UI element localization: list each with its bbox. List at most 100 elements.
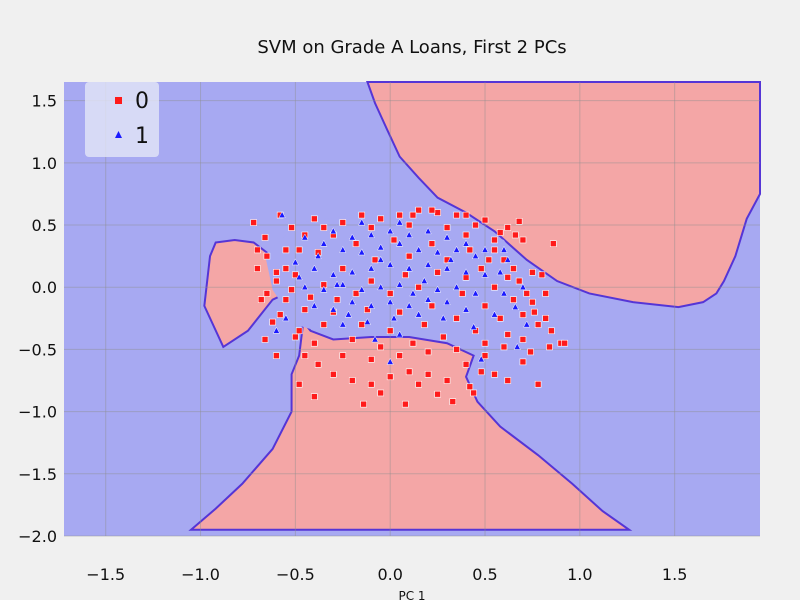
- point-class-0: [396, 211, 403, 219]
- point-class-0: [549, 240, 557, 247]
- point-class-0: [515, 218, 523, 225]
- point-class-0: [358, 211, 366, 219]
- point-class-1: [471, 252, 480, 259]
- point-class-0: [364, 306, 371, 313]
- point-class-0: [386, 290, 394, 297]
- point-class-0: [295, 327, 303, 335]
- point-class-1: [344, 310, 353, 318]
- point-class-0: [415, 206, 422, 214]
- point-class-0: [548, 327, 555, 335]
- point-class-1: [511, 303, 519, 310]
- point-class-1: [415, 245, 423, 253]
- point-class-0: [534, 380, 542, 388]
- y-tick-label: −2.0: [18, 527, 57, 546]
- point-class-0: [434, 209, 441, 216]
- point-class-1: [333, 280, 341, 288]
- point-class-0: [295, 246, 303, 254]
- point-class-1: [420, 276, 428, 284]
- x-tick-label: −1.5: [86, 565, 125, 584]
- point-class-1: [481, 270, 489, 278]
- point-class-0: [261, 336, 269, 343]
- point-class-1: [409, 289, 417, 297]
- point-class-1: [320, 239, 328, 247]
- point-class-0: [301, 352, 309, 359]
- x-tick-label: 1.0: [567, 565, 592, 584]
- point-class-0: [527, 348, 534, 356]
- point-class-0: [491, 371, 498, 378]
- point-class-1: [396, 239, 404, 247]
- y-tick-label: 0.5: [32, 216, 57, 235]
- point-class-0: [367, 224, 375, 231]
- point-class-0: [282, 296, 290, 303]
- point-class-0: [421, 321, 428, 328]
- legend-marker-1: [115, 131, 122, 138]
- point-class-0: [314, 361, 322, 368]
- point-class-1: [367, 264, 375, 272]
- point-class-1: [295, 273, 303, 281]
- point-class-0: [458, 290, 466, 297]
- x-tick-label: 0.5: [472, 565, 497, 584]
- point-class-0: [358, 321, 366, 328]
- point-class-0: [519, 358, 527, 366]
- point-class-0: [504, 331, 512, 338]
- point-class-1: [462, 305, 470, 313]
- point-class-1: [443, 298, 451, 306]
- point-class-0: [257, 296, 265, 303]
- point-class-1: [310, 264, 318, 272]
- point-class-0: [546, 343, 553, 351]
- point-class-1: [329, 227, 337, 235]
- point-class-0: [311, 215, 318, 223]
- point-class-0: [396, 352, 403, 359]
- point-class-0: [443, 224, 451, 231]
- point-class-1: [348, 298, 356, 306]
- point-class-0: [561, 339, 568, 347]
- point-class-0: [481, 339, 489, 347]
- point-class-0: [276, 311, 284, 318]
- y-tick-label: −1.5: [18, 465, 57, 484]
- point-class-0: [424, 371, 432, 378]
- point-class-1: [363, 318, 372, 325]
- y-tick-label: 0.0: [32, 278, 57, 297]
- point-class-0: [292, 333, 299, 341]
- point-class-0: [466, 246, 474, 254]
- point-class-0: [481, 352, 489, 359]
- point-class-0: [485, 256, 493, 264]
- point-class-0: [519, 336, 527, 343]
- point-class-1: [477, 355, 485, 363]
- point-class-0: [466, 383, 474, 391]
- x-axis-ticks: −1.5 −1.0 −0.5 0.0 0.5 1.0 1.5: [86, 565, 687, 584]
- point-class-1: [500, 289, 508, 297]
- point-class-0: [434, 390, 441, 398]
- point-class-1: [396, 280, 404, 288]
- point-class-1: [504, 255, 512, 263]
- point-class-1: [470, 322, 478, 330]
- point-class-0: [496, 229, 504, 236]
- legend: 0 1: [85, 82, 159, 157]
- point-class-0: [307, 293, 314, 301]
- point-class-1: [462, 268, 470, 276]
- point-class-1: [348, 233, 356, 241]
- point-class-1: [301, 283, 309, 291]
- point-class-0: [250, 219, 257, 226]
- point-class-0: [288, 224, 295, 231]
- point-class-1: [310, 301, 318, 309]
- point-class-0: [282, 265, 290, 272]
- point-class-0: [409, 211, 417, 219]
- point-class-0: [377, 389, 385, 397]
- point-class-1: [405, 264, 413, 272]
- point-class-1: [339, 320, 347, 328]
- point-class-0: [405, 221, 413, 229]
- point-class-0: [462, 211, 470, 219]
- point-class-0: [481, 216, 489, 224]
- point-class-0: [500, 343, 508, 351]
- point-class-0: [386, 327, 394, 335]
- point-class-0: [288, 286, 295, 294]
- point-class-0: [453, 211, 460, 219]
- point-class-0: [273, 352, 280, 359]
- point-class-1: [377, 283, 385, 291]
- point-class-1: [481, 245, 489, 253]
- point-class-1: [278, 211, 286, 218]
- point-class-0: [261, 234, 269, 241]
- legend-label-0: 0: [135, 89, 149, 114]
